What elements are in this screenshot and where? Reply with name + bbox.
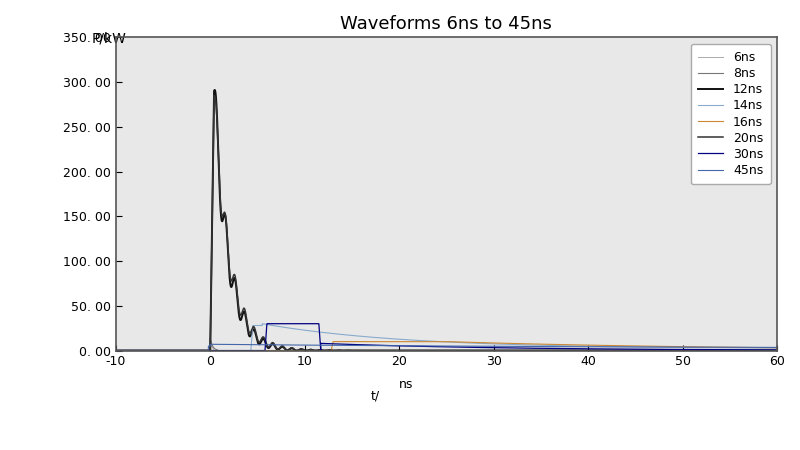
14ns bbox=[276, 324, 286, 329]
Line: 45ns: 45ns bbox=[116, 344, 777, 351]
8ns bbox=[424, 348, 434, 353]
30ns bbox=[730, 347, 739, 352]
16ns bbox=[276, 348, 286, 353]
12ns bbox=[585, 348, 594, 353]
Title: Waveforms 6ns to 45ns: Waveforms 6ns to 45ns bbox=[341, 15, 552, 33]
16ns bbox=[535, 342, 545, 347]
45ns bbox=[424, 343, 434, 349]
20ns bbox=[772, 348, 782, 353]
Text: ns: ns bbox=[399, 378, 414, 391]
45ns bbox=[276, 342, 286, 347]
8ns bbox=[276, 348, 286, 353]
20ns bbox=[210, 93, 219, 98]
Line: 12ns: 12ns bbox=[116, 90, 777, 351]
6ns bbox=[276, 348, 286, 353]
Line: 30ns: 30ns bbox=[116, 324, 777, 351]
45ns bbox=[111, 348, 121, 353]
Line: 16ns: 16ns bbox=[116, 342, 777, 351]
8ns bbox=[206, 335, 215, 341]
14ns bbox=[535, 342, 545, 348]
12ns bbox=[772, 348, 782, 353]
6ns bbox=[511, 348, 521, 353]
8ns bbox=[730, 348, 739, 353]
16ns bbox=[111, 348, 121, 353]
30ns bbox=[262, 321, 272, 326]
6ns bbox=[206, 341, 215, 346]
20ns bbox=[276, 344, 286, 350]
16ns bbox=[511, 341, 521, 346]
45ns bbox=[772, 345, 782, 350]
45ns bbox=[730, 345, 739, 350]
8ns bbox=[111, 348, 121, 353]
Line: 6ns: 6ns bbox=[116, 343, 777, 351]
14ns bbox=[258, 321, 267, 326]
30ns bbox=[585, 346, 594, 351]
12ns bbox=[730, 348, 739, 353]
Text: t/: t/ bbox=[371, 390, 380, 403]
30ns bbox=[424, 344, 434, 349]
30ns bbox=[111, 348, 121, 353]
6ns bbox=[730, 348, 739, 353]
16ns bbox=[328, 339, 338, 344]
Line: 20ns: 20ns bbox=[116, 95, 777, 351]
Y-axis label: P/kW: P/kW bbox=[92, 31, 126, 45]
20ns bbox=[111, 348, 121, 353]
6ns bbox=[585, 348, 594, 353]
6ns bbox=[535, 348, 545, 353]
20ns bbox=[730, 348, 739, 353]
45ns bbox=[535, 344, 545, 349]
30ns bbox=[276, 321, 286, 326]
8ns bbox=[511, 348, 521, 353]
12ns bbox=[535, 348, 545, 353]
30ns bbox=[535, 346, 545, 351]
14ns bbox=[730, 345, 739, 351]
12ns bbox=[276, 345, 286, 351]
6ns bbox=[424, 348, 434, 353]
Line: 14ns: 14ns bbox=[116, 324, 777, 351]
6ns bbox=[111, 348, 121, 353]
16ns bbox=[585, 342, 594, 348]
16ns bbox=[424, 339, 434, 344]
20ns bbox=[585, 348, 594, 353]
6ns bbox=[772, 348, 782, 353]
Legend: 6ns, 8ns, 12ns, 14ns, 16ns, 20ns, 30ns, 45ns: 6ns, 8ns, 12ns, 14ns, 16ns, 20ns, 30ns, … bbox=[690, 44, 771, 184]
14ns bbox=[511, 342, 521, 347]
20ns bbox=[535, 348, 545, 353]
8ns bbox=[585, 348, 594, 353]
12ns bbox=[511, 348, 521, 353]
12ns bbox=[111, 348, 121, 353]
8ns bbox=[772, 348, 782, 353]
20ns bbox=[511, 348, 521, 353]
30ns bbox=[772, 347, 782, 353]
16ns bbox=[730, 345, 739, 350]
30ns bbox=[511, 345, 521, 351]
8ns bbox=[535, 348, 545, 353]
20ns bbox=[424, 348, 434, 353]
14ns bbox=[772, 346, 782, 351]
45ns bbox=[585, 344, 594, 350]
45ns bbox=[511, 344, 521, 349]
12ns bbox=[210, 87, 219, 93]
12ns bbox=[424, 348, 434, 353]
14ns bbox=[585, 343, 594, 349]
45ns bbox=[206, 342, 215, 347]
14ns bbox=[111, 348, 121, 353]
16ns bbox=[772, 345, 782, 351]
Line: 8ns: 8ns bbox=[116, 338, 777, 351]
14ns bbox=[424, 338, 434, 344]
